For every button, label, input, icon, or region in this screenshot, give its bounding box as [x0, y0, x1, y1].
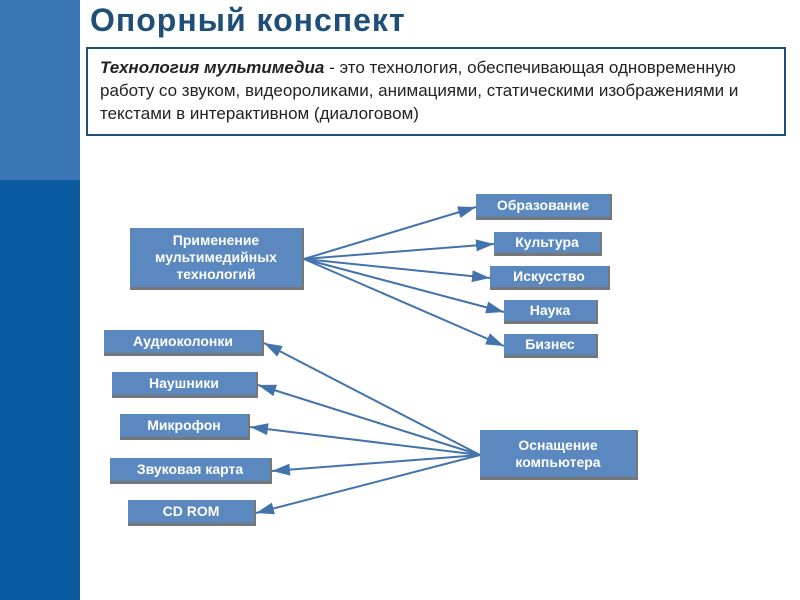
sidebar-bottom	[0, 180, 80, 600]
definition-term: Технология мультимедиа	[100, 58, 324, 77]
node-biz: Бизнес	[504, 334, 598, 358]
arrow-equip-mic	[250, 427, 480, 455]
arrow-app-sci	[304, 259, 504, 312]
arrow-app-edu	[304, 207, 476, 259]
page-title: Опорный конспект	[90, 2, 406, 39]
node-head: Наушники	[112, 372, 258, 398]
arrow-app-biz	[304, 259, 504, 346]
node-mic: Микрофон	[120, 414, 250, 440]
arrow-equip-head	[258, 385, 480, 455]
sidebar	[0, 0, 80, 600]
node-art: Искусство	[490, 266, 610, 290]
arrow-app-cul	[304, 244, 494, 259]
node-app: Применение мультимедийных технологий	[130, 228, 304, 290]
sidebar-top	[0, 0, 80, 180]
arrow-equip-cd	[256, 455, 480, 513]
node-equip: Оснащение компьютера	[480, 430, 638, 480]
arrow-equip-snd	[272, 455, 480, 471]
definition-box: Технология мультимедиа - это технология,…	[86, 47, 786, 136]
node-sci: Наука	[504, 300, 598, 324]
node-edu: Образование	[476, 194, 612, 220]
node-snd: Звуковая карта	[110, 458, 272, 484]
node-aud: Аудиоколонки	[104, 330, 264, 356]
node-cul: Культура	[494, 232, 602, 256]
arrow-app-art	[304, 259, 490, 278]
arrow-equip-aud	[264, 343, 480, 455]
node-cd: CD ROM	[128, 500, 256, 526]
